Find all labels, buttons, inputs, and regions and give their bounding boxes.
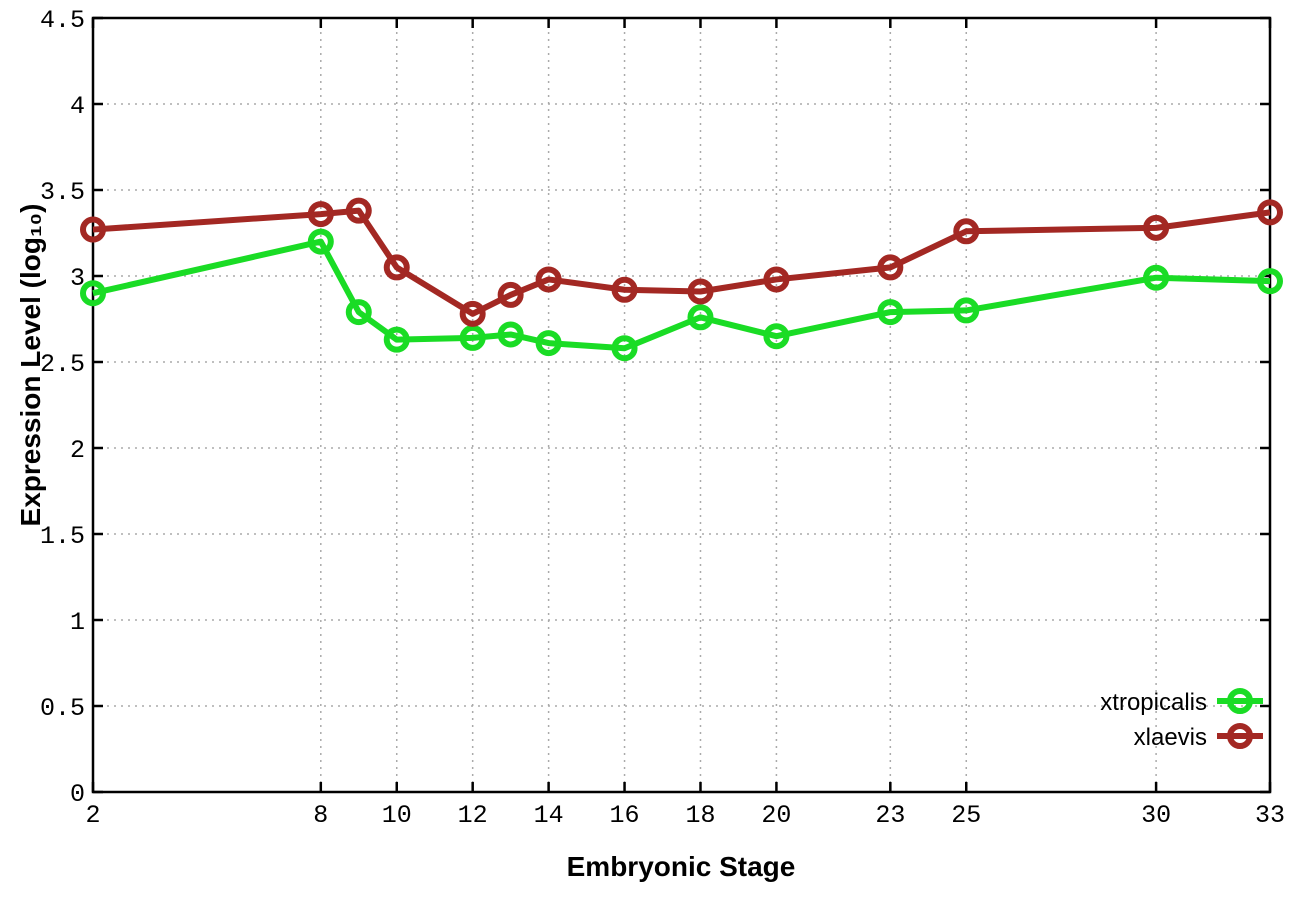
plot-border	[91, 16, 1272, 794]
data-point-xlaevis	[80, 216, 106, 243]
y-tick-label: 1.5	[40, 522, 85, 551]
data-point-xtropicalis	[497, 321, 524, 348]
y-tick-label: 3	[70, 264, 85, 293]
data-point-xlaevis	[345, 197, 372, 224]
x-tick-label: 14	[534, 801, 564, 830]
data-point-xtropicalis	[307, 228, 334, 255]
data-point-xlaevis	[611, 276, 638, 303]
data-point-xlaevis	[1143, 214, 1170, 241]
y-tick-label: 3.5	[40, 178, 85, 207]
data-point-xlaevis	[497, 281, 524, 308]
legend-label-xlaevis: xlaevis	[1134, 724, 1207, 751]
y-tick-label: 4	[70, 92, 85, 121]
y-tick-label: 1	[70, 608, 85, 637]
x-tick-label: 30	[1141, 801, 1171, 830]
data-point-xlaevis	[763, 266, 790, 293]
data-point-xtropicalis	[1257, 268, 1283, 295]
legend-sample-marker-xtropicalis	[1227, 688, 1253, 714]
data-point-xtropicalis	[611, 335, 638, 362]
x-tick-label: 12	[458, 801, 488, 830]
legend: xtropicalis xlaevis	[1100, 688, 1263, 751]
legend-sample-marker-xlaevis	[1227, 723, 1253, 749]
x-tick-label: 33	[1255, 801, 1285, 830]
series-line-xtropicalis	[92, 238, 1271, 352]
data-point-xtropicalis	[953, 297, 980, 324]
x-tick-label: 2	[85, 801, 100, 830]
x-tick-label: 23	[875, 801, 905, 830]
data-point-xtropicalis	[763, 323, 790, 350]
x-tick-label: 8	[313, 801, 328, 830]
data-point-xtropicalis	[877, 299, 904, 326]
data-point-xtropicalis	[1143, 264, 1170, 291]
data-point-xlaevis	[953, 218, 980, 245]
y-tick-label: 4.5	[40, 6, 85, 35]
data-point-xtropicalis	[345, 299, 372, 326]
series-line-xlaevis	[92, 207, 1271, 317]
x-tick-label: 20	[761, 801, 791, 830]
y-axis-title: Expression Level (log₁₀)	[15, 204, 46, 527]
data-point-xtropicalis	[687, 304, 714, 331]
data-series	[80, 197, 1283, 362]
legend-label-xtropicalis: xtropicalis	[1100, 689, 1207, 716]
data-point-xlaevis	[877, 254, 904, 281]
x-tick-label: 18	[685, 801, 715, 830]
gridlines	[93, 18, 1270, 792]
data-point-xtropicalis	[535, 330, 562, 357]
x-tick-label: 16	[610, 801, 640, 830]
data-point-xlaevis	[535, 266, 562, 293]
axes: 2 8 10 12 14 16 18 20 23 25 30 33 0 0.5 1 1.5 2 2.5 3 3.5 4 4…	[40, 6, 1285, 830]
y-tick-label: 2	[70, 436, 85, 465]
data-point-xtropicalis	[383, 326, 410, 353]
data-point-xlaevis	[307, 201, 334, 228]
data-point-xlaevis	[383, 254, 410, 281]
x-tick-label: 10	[382, 801, 412, 830]
data-point-xlaevis	[687, 278, 714, 305]
y-tick-label: 0.5	[40, 694, 85, 723]
data-point-xlaevis	[1257, 199, 1283, 226]
data-point-xlaevis	[459, 300, 486, 327]
x-tick-label: 25	[951, 801, 981, 830]
data-point-xtropicalis	[80, 280, 106, 307]
y-tick-label: 2.5	[40, 350, 85, 379]
data-point-xtropicalis	[459, 324, 486, 351]
y-tick-label: 0	[70, 780, 85, 809]
x-axis-title: Embryonic Stage	[567, 851, 796, 882]
